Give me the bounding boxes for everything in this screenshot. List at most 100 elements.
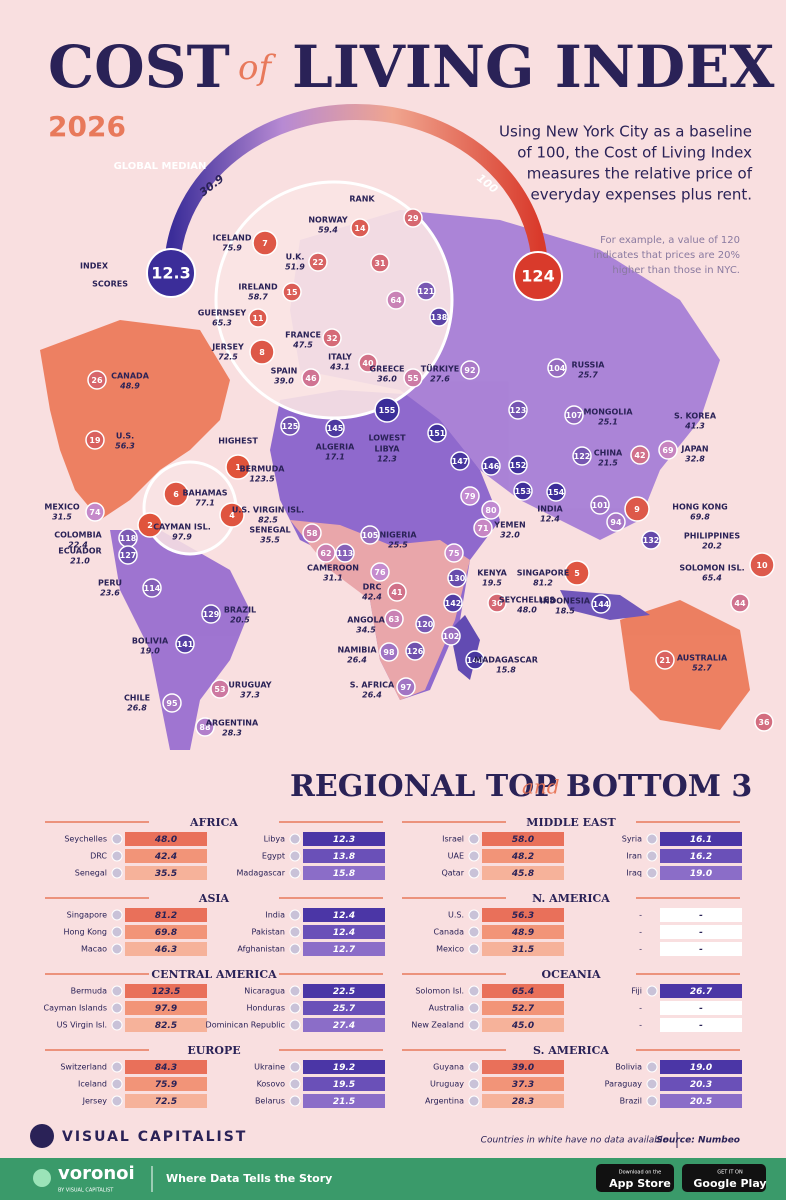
global-median: GLOBAL MEDIAN <box>114 161 207 172</box>
country-value: 77.1 <box>195 499 215 508</box>
table-value: - <box>699 945 703 955</box>
table-country: Syria <box>622 835 642 844</box>
table-value: 15.8 <box>333 869 355 879</box>
rank-number: 155 <box>379 406 396 415</box>
rank-badge <box>301 368 321 388</box>
rank-number: 14 <box>354 224 366 233</box>
value-cell <box>660 925 742 939</box>
table-value: 81.2 <box>155 911 177 921</box>
country-value: 35.5 <box>260 536 280 545</box>
country-value: 39.0 <box>274 377 294 386</box>
rank-number: 7 <box>262 239 268 248</box>
country-value: 18.5 <box>555 607 575 616</box>
rank-badge <box>441 626 461 646</box>
table-value: 16.2 <box>690 852 712 862</box>
rank-badge <box>450 451 470 471</box>
table-value: 75.9 <box>155 1080 177 1090</box>
table-value: - <box>699 1004 703 1014</box>
country-name: PHILIPPINES <box>684 532 740 541</box>
flag <box>646 1061 658 1073</box>
value-cell <box>482 1018 564 1032</box>
rank-badge <box>316 543 336 563</box>
rank-number: 129 <box>203 610 220 619</box>
rank-badge <box>350 218 370 238</box>
rank-number: 63 <box>388 615 399 624</box>
source: Source: Numbeo <box>656 1136 740 1146</box>
region-name: AFRICA <box>189 816 238 829</box>
rank-number: 44 <box>734 599 746 608</box>
flag <box>468 1002 480 1014</box>
rank-badge <box>118 545 138 565</box>
rank-number: 95 <box>166 699 178 708</box>
country-value: 41.3 <box>684 422 705 431</box>
rank-badge <box>403 368 423 388</box>
table-value: 56.3 <box>512 911 534 921</box>
table-country: Seychelles <box>64 835 107 844</box>
country-value: 51.9 <box>285 263 305 272</box>
country-name: SPAIN <box>271 367 298 376</box>
value-cell <box>125 1060 207 1074</box>
voronoi-sub: BY VISUAL CAPITALIST <box>58 1188 114 1194</box>
rank-badge <box>225 454 251 480</box>
brand: VISUAL CAPITALIST <box>62 1129 247 1145</box>
google-play-btn[interactable] <box>682 1164 766 1192</box>
description: of 100, the Cost of Living Index <box>517 144 752 162</box>
rank-number: 126 <box>407 647 424 656</box>
country-value: 82.5 <box>258 516 278 525</box>
country-value: 31.1 <box>323 574 343 583</box>
value-cell <box>303 832 385 846</box>
rank-number: 75 <box>448 549 460 558</box>
country-name: U.K. <box>286 253 305 262</box>
lowest: LOWEST <box>368 434 406 443</box>
flag <box>646 985 658 997</box>
rank-number: 142 <box>445 599 462 608</box>
table-country: - <box>639 911 642 920</box>
rank-number: 46 <box>305 374 317 383</box>
country-name: COLOMBIA <box>54 531 102 540</box>
flag <box>289 985 301 997</box>
rank-badge <box>590 495 610 515</box>
tagline: Where Data Tells the Story <box>166 1172 332 1185</box>
rank-badge <box>308 252 328 272</box>
rank-badge <box>370 253 390 273</box>
rank-number: 32 <box>326 334 337 343</box>
country-name: SEYCHELLES <box>499 596 555 605</box>
country-name: CHILE <box>124 694 150 703</box>
region-name: EUROPE <box>187 1044 240 1057</box>
rank-number: 55 <box>407 374 419 383</box>
rank-badge <box>374 397 400 423</box>
rank-badge <box>85 502 105 522</box>
rank-badge <box>302 523 322 543</box>
flag <box>468 850 480 862</box>
flag <box>468 985 480 997</box>
table-value: 12.4 <box>333 911 355 921</box>
table-value: 35.5 <box>155 869 177 879</box>
rank-badge <box>546 482 566 502</box>
value-cell <box>660 1077 742 1091</box>
country-value: 65.3 <box>212 319 232 328</box>
country-name: U.S. <box>116 432 134 441</box>
value-cell <box>125 1094 207 1108</box>
rank-number: 19 <box>89 436 101 445</box>
google-play: Google Play <box>693 1177 766 1190</box>
table-country: Fiji <box>631 987 642 996</box>
flag <box>289 1002 301 1014</box>
app-store-btn[interactable] <box>596 1164 674 1192</box>
flag <box>111 1002 123 1014</box>
region-head-bg <box>506 814 636 830</box>
rank-badge <box>572 446 592 466</box>
country-name: ANGOLA <box>347 616 385 625</box>
country-name: ECUADOR <box>58 547 101 556</box>
flag <box>468 1019 480 1031</box>
country-value: 26.8 <box>127 704 147 713</box>
rank-number: 4 <box>229 511 235 520</box>
rank-badge <box>655 650 675 670</box>
flag <box>289 833 301 845</box>
table-value: 48.0 <box>154 835 177 845</box>
rank-number: 97 <box>400 683 411 692</box>
value-cell <box>125 1018 207 1032</box>
country-value: 36.0 <box>377 375 397 384</box>
region-name: N. AMERICA <box>532 892 610 905</box>
table-country: Honduras <box>247 1004 286 1013</box>
flag <box>289 1019 301 1031</box>
